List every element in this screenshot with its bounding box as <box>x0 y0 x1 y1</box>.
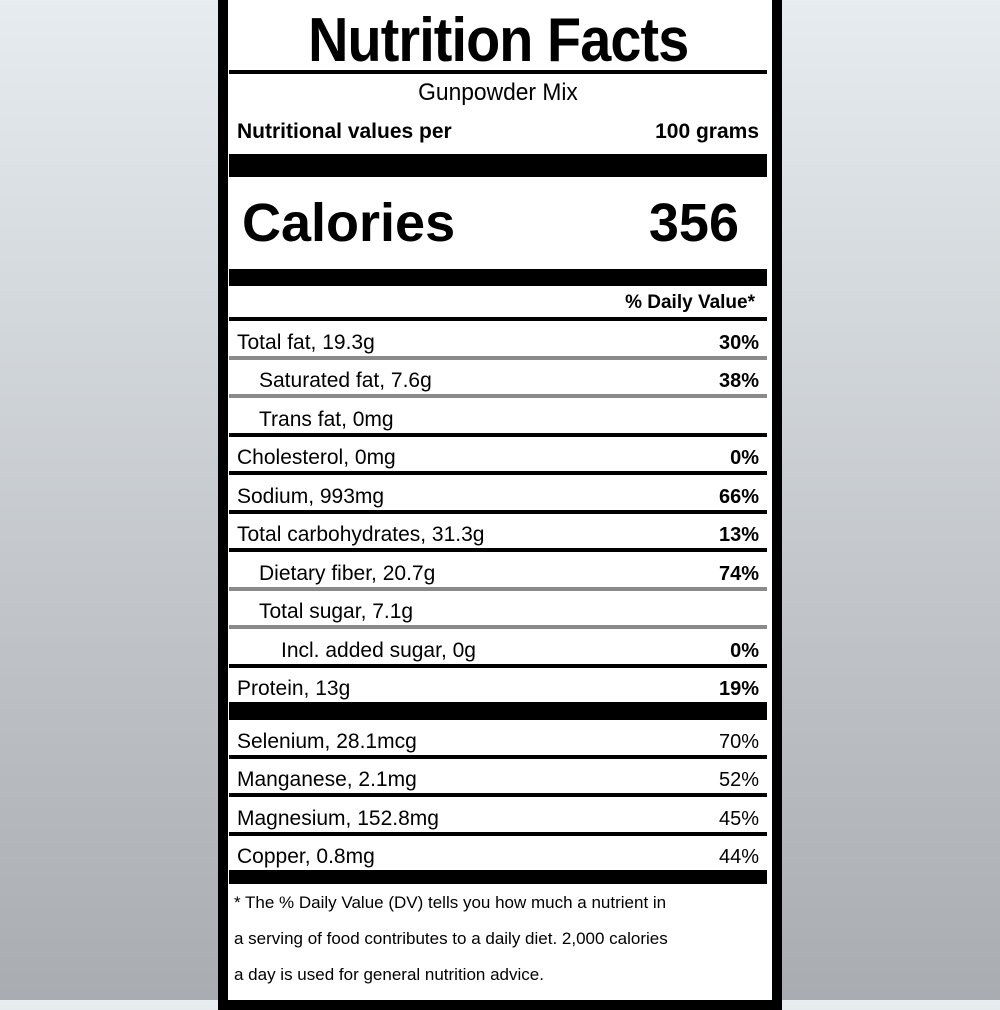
divider <box>229 70 767 74</box>
nutrient-row: Total fat, 19.3g 30% <box>229 321 767 360</box>
divider <box>229 317 767 321</box>
product-name: Gunpowder Mix <box>418 79 578 106</box>
nutrient-row: Dietary fiber, 20.7g 74% <box>229 552 767 591</box>
nutrient-row: Incl. added sugar, 0g 0% <box>229 629 767 668</box>
mineral-row: Copper, 0.8mg 44% <box>229 836 767 884</box>
serving-label: Nutritional values per <box>237 120 452 143</box>
mineral-row: Magnesium, 152.8mg 45% <box>229 797 767 836</box>
nutrient-row: Cholesterol, 0mg 0% <box>229 437 767 475</box>
nutrient-row: Total sugar, 7.1g <box>229 591 767 629</box>
mineral-row: Selenium, 28.1mcg 70% <box>229 720 767 759</box>
serving-row: Nutritional values per 100 grams <box>229 110 767 154</box>
nutrient-row: Protein, 13g 19% <box>229 668 767 720</box>
divider <box>229 154 767 177</box>
nutrient-row: Trans fat, 0mg <box>229 398 767 437</box>
mineral-row: Manganese, 2.1mg 52% <box>229 759 767 797</box>
nutrient-row: Sodium, 993mg 66% <box>229 475 767 514</box>
nutrition-label: Nutrition Facts Gunpowder Mix Nutritiona… <box>218 0 782 1010</box>
footnote: * The % Daily Value (DV) tells you how m… <box>234 893 668 984</box>
label-title: Nutrition Facts <box>307 10 689 70</box>
calories-value: 356 <box>648 193 739 253</box>
calories-row: Calories 356 <box>229 177 767 269</box>
nutrient-row: Saturated fat, 7.6g 38% <box>229 360 767 398</box>
calories-label: Calories <box>242 193 456 253</box>
nutrient-row: Total carbohydrates, 31.3g 13% <box>229 514 767 552</box>
divider <box>229 269 767 286</box>
serving-amount: 100 grams <box>655 120 759 143</box>
daily-value-header: % Daily Value* <box>625 292 755 313</box>
